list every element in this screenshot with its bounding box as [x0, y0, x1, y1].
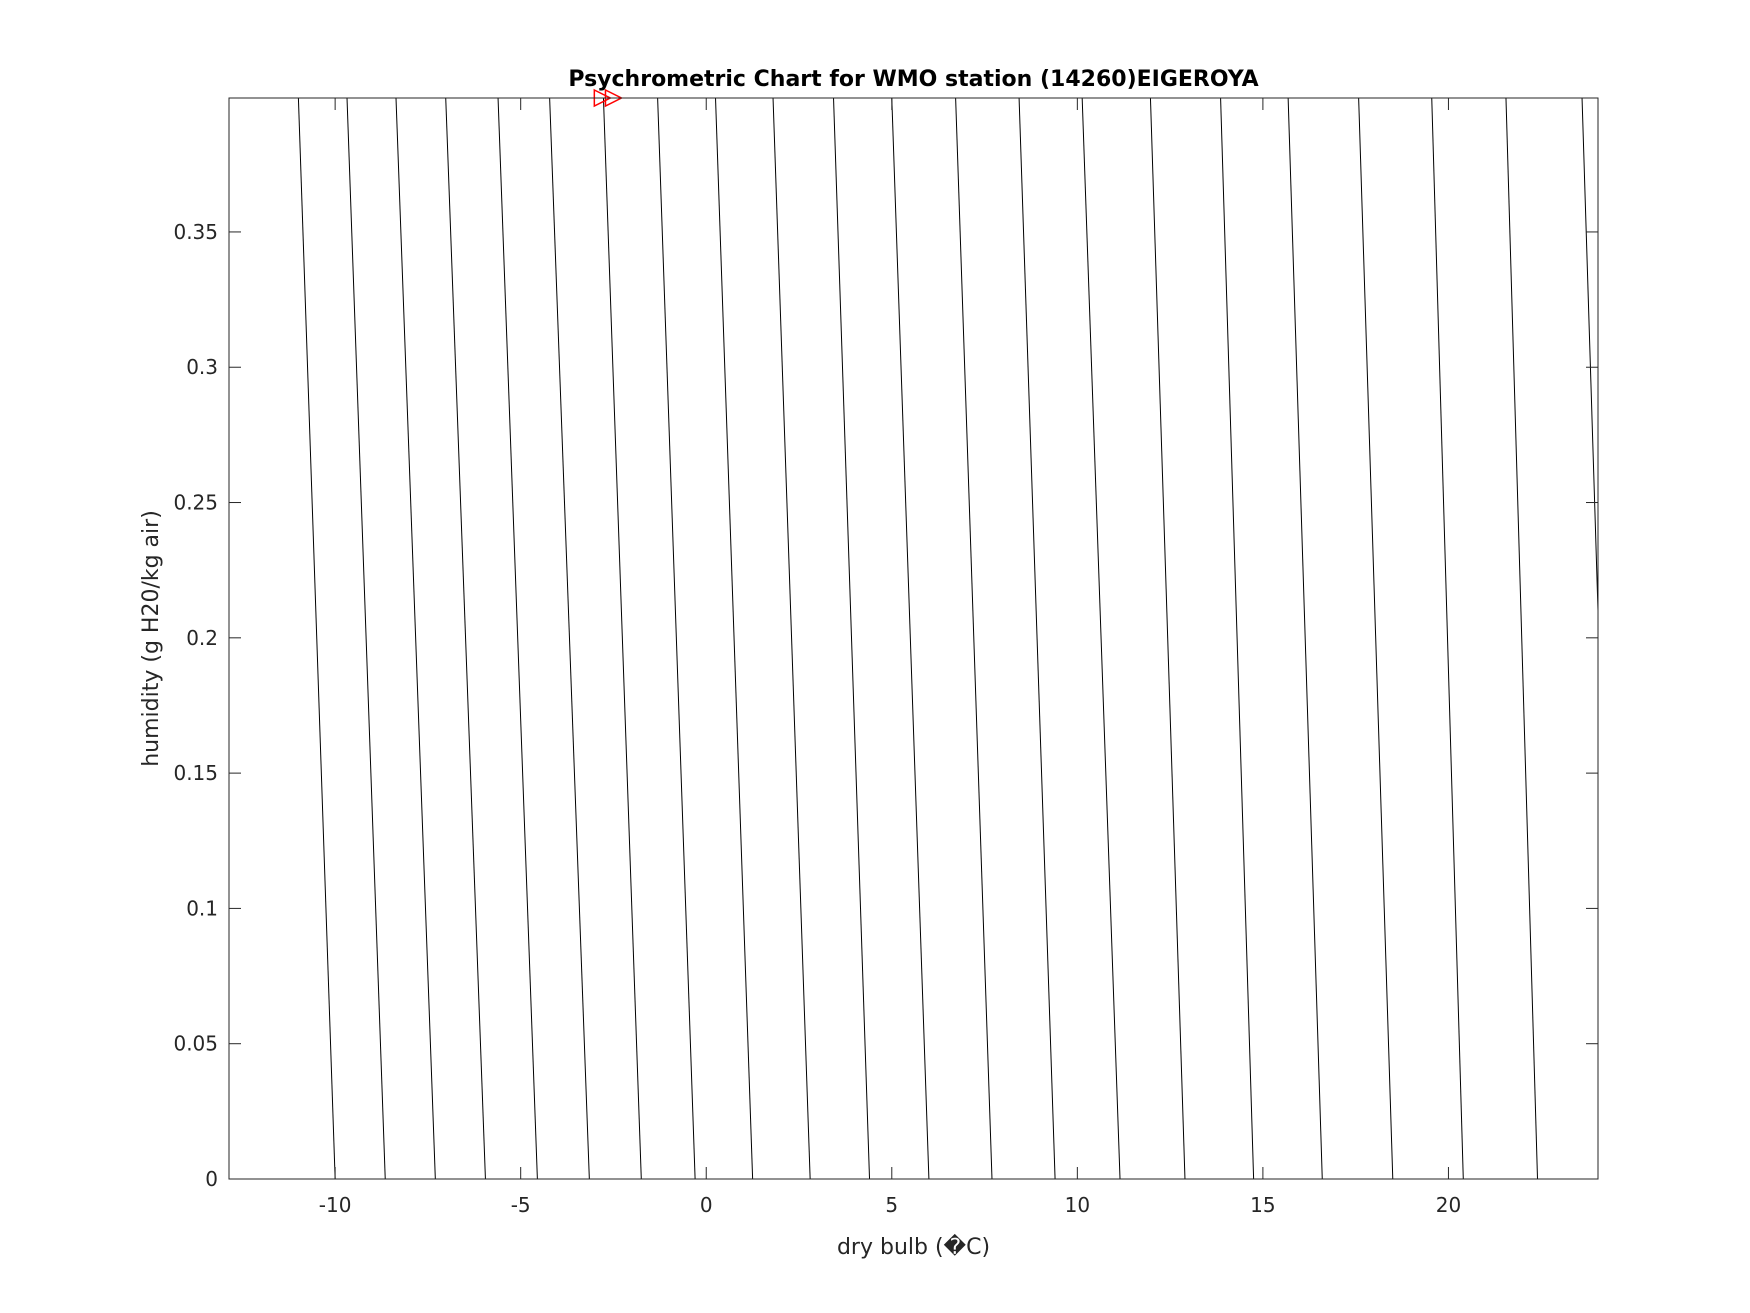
x-tick-label: 10	[1065, 1193, 1090, 1217]
humidity-line-19	[1358, 97, 1394, 1180]
humidity-line-16	[1149, 97, 1186, 1180]
y-axis-label: humidity (g H20/kg air)	[139, 510, 164, 767]
humidity-line-11	[833, 97, 871, 1180]
x-tick-label: -5	[511, 1193, 531, 1217]
humidity-line-7	[602, 97, 642, 1180]
humidity-lines	[297, 97, 1599, 1180]
humidity-line-15	[1081, 97, 1121, 1180]
humidity-line-20	[1431, 97, 1464, 1180]
y-tick-label: 0.15	[173, 761, 218, 785]
chart-title: Psychrometric Chart for WMO station (142…	[568, 67, 1258, 92]
humidity-line-9	[715, 97, 754, 1180]
plot-frame	[228, 97, 1599, 1180]
y-tick-label: 0.25	[173, 491, 218, 515]
x-tick-label: 0	[700, 1193, 713, 1217]
humidity-line-18	[1287, 97, 1323, 1180]
humidity-line-1	[297, 97, 336, 1180]
humidity-line-14	[1018, 97, 1056, 1180]
x-tick-label: 20	[1436, 1193, 1461, 1217]
y-tick-label: 0.2	[186, 626, 218, 650]
y-tick-label: 0.3	[186, 355, 218, 379]
humidity-line-5	[497, 97, 538, 1180]
x-tick-label: -10	[319, 1193, 352, 1217]
plot-area	[229, 98, 1598, 1179]
y-tick-label: 0.05	[173, 1032, 218, 1056]
y-tick-label: 0	[205, 1167, 218, 1191]
y-axis: 0 0.05 0.1 0.15 0.2 0.25 0.3 0.35	[173, 220, 1598, 1191]
x-tick-label: 15	[1250, 1193, 1275, 1217]
humidity-line-2	[346, 97, 386, 1180]
humidity-line-17	[1220, 97, 1255, 1180]
x-axis-label: dry bulb (�C)	[837, 1233, 990, 1260]
humidity-line-10	[772, 97, 811, 1180]
humidity-line-8	[657, 97, 696, 1180]
y-tick-label: 0.1	[186, 896, 218, 920]
humidity-line-3	[395, 97, 436, 1180]
humidity-line-12	[891, 97, 930, 1180]
x-axis: -10 -5 0 5 10 15 20	[319, 98, 1461, 1217]
humidity-line-13	[955, 97, 993, 1180]
y-tick-label: 0.35	[173, 220, 218, 244]
humidity-line-6	[549, 97, 590, 1180]
x-tick-label: 5	[885, 1193, 898, 1217]
humidity-line-edge	[1581, 97, 1599, 611]
humidity-line-4	[445, 97, 486, 1180]
humidity-line-21	[1505, 97, 1539, 1180]
